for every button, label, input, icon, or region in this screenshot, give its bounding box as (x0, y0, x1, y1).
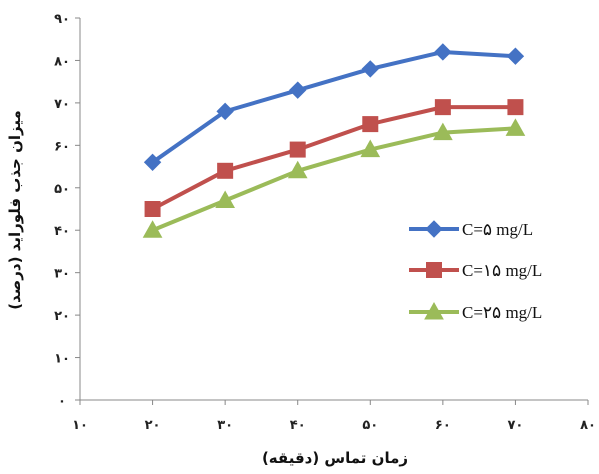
legend-marker (426, 262, 442, 278)
legend-item: C=۵ mg/L (409, 220, 533, 239)
x-tick-label: ۵۰ (362, 418, 378, 433)
legend-label: C=۱۵ mg/L (462, 261, 542, 280)
x-tick-label: ۳۰ (217, 418, 233, 433)
y-tick-label: ۵۰ (54, 182, 70, 197)
data-point (507, 99, 524, 116)
data-point (289, 81, 307, 99)
y-tick-label: ۷۰ (54, 97, 70, 112)
y-axis-title: میزان جذب فلوراید (درصد) (6, 110, 24, 310)
data-point (434, 43, 452, 61)
data-point (360, 139, 381, 158)
y-axis-ticks: ۰ ۱۰ ۲۰ ۳۰ ۴۰ ۵۰ ۶۰ ۷۰ ۸۰ ۹۰ (54, 12, 80, 409)
x-tick-label: ۸۰ (580, 418, 596, 433)
x-tick-label: ۶۰ (435, 418, 451, 433)
legend-marker (425, 220, 443, 238)
y-tick-label: ۱۰ (54, 352, 70, 367)
series-layer (142, 43, 526, 238)
data-point (362, 116, 379, 133)
x-tick-label: ۱۰ (72, 418, 88, 433)
data-point (216, 102, 234, 121)
data-point (361, 60, 379, 78)
y-tick-label: ۲۰ (54, 309, 70, 324)
x-axis-ticks: ۱۰ ۲۰ ۳۰ ۴۰ ۵۰ ۶۰ ۷۰ ۸۰ (72, 400, 596, 433)
data-point (215, 190, 235, 209)
x-tick-label: ۷۰ (507, 418, 523, 433)
data-point (506, 47, 525, 65)
x-tick-label: ۴۰ (290, 418, 306, 433)
data-point (505, 118, 526, 136)
series-2 (144, 99, 524, 217)
data-point (287, 160, 308, 179)
series-line (151, 105, 516, 211)
legend-label: C=۲۵ mg/L (462, 303, 542, 322)
y-tick-label: ۹۰ (54, 12, 70, 27)
legend-item: C=۱۵ mg/L (409, 261, 542, 280)
y-tick-label: ۸۰ (54, 54, 70, 69)
series-line (151, 126, 516, 233)
data-point (217, 162, 234, 179)
legend: C=۵ mg/L C=۱۵ mg/L C=۲۵ mg/L (409, 220, 542, 322)
data-point (144, 201, 161, 217)
legend-label: C=۵ mg/L (462, 220, 533, 239)
data-point (142, 220, 163, 238)
y-tick-label: ۶۰ (54, 139, 70, 154)
legend-item: C=۲۵ mg/L (409, 301, 542, 322)
data-point (289, 141, 306, 158)
series-1 (143, 43, 525, 172)
data-point (433, 122, 453, 141)
data-point (434, 99, 451, 116)
series-3 (142, 118, 526, 238)
legend-marker (424, 301, 444, 320)
y-tick-label: ۴۰ (54, 224, 70, 239)
y-tick-label: ۳۰ (54, 267, 70, 282)
y-tick-label: ۰ (58, 394, 66, 409)
series-line (151, 49, 516, 164)
x-tick-label: ۲۰ (145, 418, 161, 433)
data-point (143, 153, 162, 172)
x-axis-title: زمان تماس (دقیقه) (262, 449, 408, 467)
